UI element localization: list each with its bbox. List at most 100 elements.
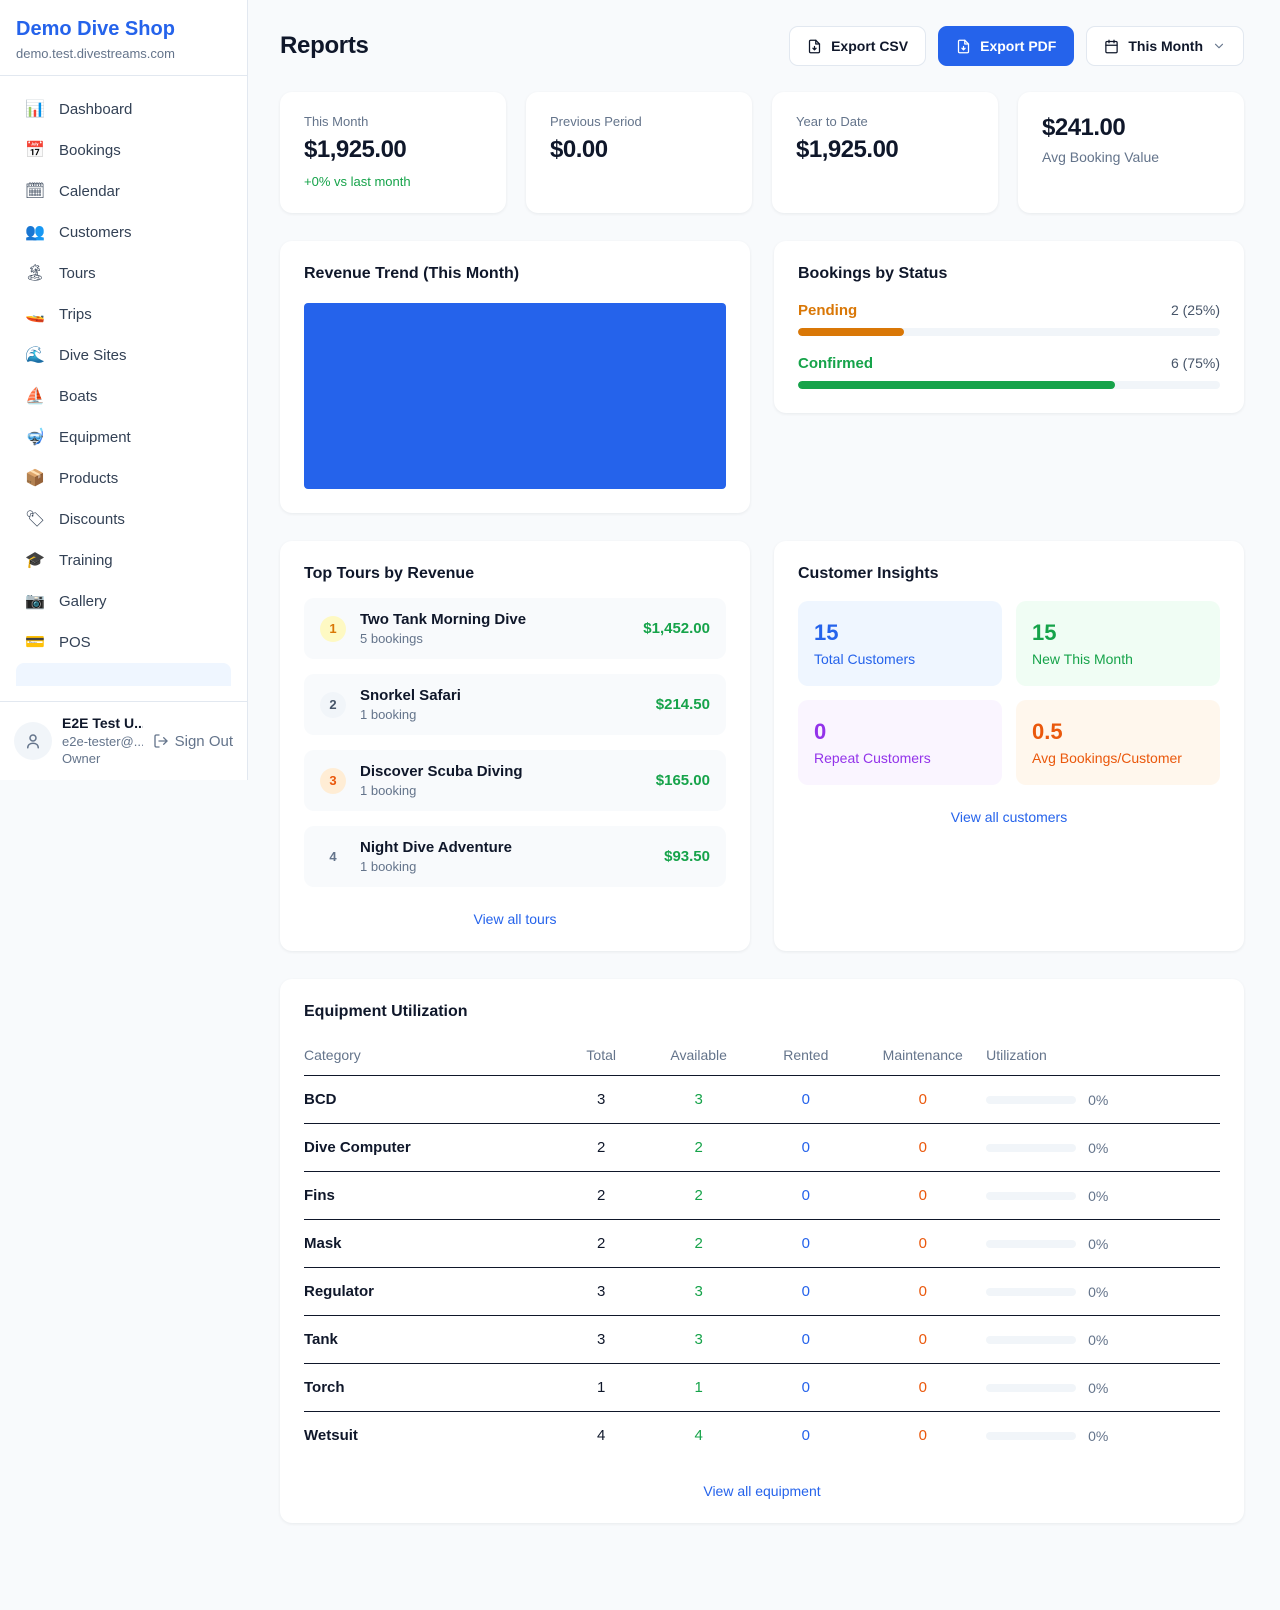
status-row-pending: Pending 2 (25%) (798, 302, 1220, 336)
sidebar-item-label: Training (59, 551, 113, 569)
revenue-trend-bar (304, 303, 726, 489)
sidebar-nav: 📊 Dashboard 📅 Bookings 🗓 Calendar 👥 Cust… (0, 76, 247, 686)
status-bar-fill (798, 328, 904, 336)
cell-category: Wetsuit (304, 1427, 358, 1444)
sidebar-item-calendar[interactable]: 🗓 Calendar (12, 171, 235, 211)
sidebar-item-gallery[interactable]: 📷 Gallery (12, 581, 235, 621)
cell-utilization: 0% (986, 1123, 1220, 1172)
tour-revenue: $165.00 (655, 772, 710, 789)
cell-category: Dive Computer (304, 1123, 558, 1172)
sidebar-item-label: Tours (59, 264, 96, 282)
table-row: Dive Computer 2 2 0 0 0% (304, 1123, 1220, 1172)
cell-category: Tank (304, 1315, 558, 1364)
tile-label: Total Customers (814, 651, 916, 667)
sign-out-button[interactable]: Sign Out (153, 733, 233, 750)
stats-row: This Month $1,925.00 +0% vs last month P… (280, 92, 1244, 213)
page-header: Reports Export CSV Export PDF This Month (280, 26, 1244, 66)
tile-new-this-month: 15 New This Month (1016, 601, 1220, 686)
main-content: Reports Export CSV Export PDF This Month… (248, 0, 1280, 1553)
col-header-maintenance: Maintenance (859, 1035, 987, 1076)
sidebar-item-label: Gallery (59, 592, 107, 610)
cell-rented: 0 (752, 1267, 860, 1316)
stat-label: Avg Booking Value (1042, 149, 1160, 165)
spiral-calendar-icon: 🗓 (24, 183, 46, 200)
active-nav-highlight[interactable] (16, 663, 231, 686)
cell-total: 2 (557, 1219, 646, 1268)
tile-value: 15 (814, 620, 839, 645)
period-select[interactable]: This Month (1086, 26, 1244, 66)
view-all-customers-link[interactable]: View all customers (950, 809, 1068, 825)
sidebar-item-tours[interactable]: 🏝 Tours (12, 253, 235, 293)
chevron-down-icon (1214, 43, 1224, 49)
revenue-trend-panel: Revenue Trend (This Month) (280, 241, 750, 513)
person-icon (27, 734, 39, 749)
tile-label: Avg Bookings/Customer (1032, 750, 1182, 766)
export-pdf-button[interactable]: Export PDF (938, 26, 1075, 66)
cell-maintenance: 0 (918, 1427, 927, 1444)
tour-row-4: 4 Night Dive Adventure 1 booking $93.50 (304, 826, 726, 887)
cell-rented: 0 (752, 1219, 860, 1268)
rank-badge: 3 (320, 767, 346, 794)
stat-value: $241.00 (1042, 114, 1126, 141)
sidebar-item-label: Equipment (59, 428, 131, 446)
file-download-icon (957, 39, 970, 53)
stat-card-previous-period: Previous Period $0.00 (526, 92, 752, 213)
cell-available: 2 (645, 1123, 753, 1172)
cell-available: 1 (645, 1363, 753, 1412)
period-label: This Month (1128, 38, 1203, 54)
sidebar-item-bookings[interactable]: 📅 Bookings (12, 130, 235, 170)
cell-total: 3 (557, 1075, 646, 1124)
tour-name: Snorkel Safari (360, 687, 461, 704)
sidebar-header: Demo Dive Shop demo.test.divestreams.com (0, 0, 247, 76)
sidebar-item-boats[interactable]: ⛵ Boats (12, 376, 235, 416)
sidebar-item-trips[interactable]: 🚤 Trips (12, 294, 235, 334)
stat-label: Previous Period (550, 114, 642, 129)
view-all-tours-link[interactable]: View all tours (473, 911, 557, 927)
sidebar-item-customers[interactable]: 👥 Customers (12, 212, 235, 252)
sidebar-item-dive-sites[interactable]: 🌊 Dive Sites (12, 335, 235, 375)
cell-category: Regulator (304, 1267, 558, 1316)
sidebar-item-discounts[interactable]: 🏷 Discounts (12, 499, 235, 539)
camera-icon: 📷 (25, 593, 45, 610)
tour-row-2: 2 Snorkel Safari 1 booking $214.50 (304, 674, 726, 735)
stat-label: This Month (304, 114, 369, 129)
table-row: Wetsuit 4 4 0 0 0% (304, 1412, 1220, 1460)
export-csv-button[interactable]: Export CSV (789, 26, 927, 66)
table-row: Mask 2 2 0 0 0% (304, 1219, 1220, 1268)
cell-total: 3 (557, 1267, 646, 1316)
view-all-equipment-link[interactable]: View all equipment (703, 1483, 821, 1499)
sidebar-item-dashboard[interactable]: 📊 Dashboard (12, 89, 235, 129)
cell-maintenance: 0 (859, 1363, 987, 1412)
col-header-total: Total (557, 1035, 646, 1076)
tile-value: 0 (814, 719, 827, 744)
export-csv-label: Export CSV (831, 38, 909, 54)
sidebar-item-products[interactable]: 📦 Products (12, 458, 235, 498)
cell-available: 3 (645, 1075, 753, 1124)
sidebar-item-label: Calendar (59, 182, 120, 200)
cell-category: Fins (304, 1171, 558, 1220)
tour-name: Night Dive Adventure (360, 839, 512, 856)
stat-value: $1,925.00 (796, 136, 899, 163)
utilization-bar (986, 1431, 1077, 1440)
sidebar-item-label: POS (59, 633, 91, 651)
status-bar-fill (798, 381, 1115, 389)
cell-utilization: 0% (986, 1267, 1220, 1316)
credit-card-icon: 💳 (25, 634, 45, 651)
diving-mask-icon: 🤿 (25, 429, 45, 446)
cell-maintenance: 0 (859, 1315, 987, 1364)
cell-category: Mask (304, 1219, 558, 1268)
cell-maintenance: 0 (859, 1219, 987, 1268)
sidebar-item-label: Bookings (59, 141, 121, 159)
status-count: 6 (75%) (1170, 355, 1220, 371)
table-header-row: Category Total Available Rented Maintena… (304, 1035, 1220, 1076)
cell-rented: 0 (752, 1123, 860, 1172)
status-bar-track (798, 328, 1220, 336)
shop-domain: demo.test.divestreams.com (16, 46, 175, 61)
sidebar-item-equipment[interactable]: 🤿 Equipment (12, 417, 235, 457)
col-header-category: Category (304, 1035, 558, 1076)
sidebar-item-training[interactable]: 🎓 Training (12, 540, 235, 580)
col-header-available: Available (645, 1035, 753, 1076)
export-pdf-label: Export PDF (980, 38, 1057, 54)
table-row: Torch 1 1 0 0 0% (304, 1363, 1220, 1412)
sidebar-item-pos[interactable]: 💳 POS (12, 622, 235, 662)
